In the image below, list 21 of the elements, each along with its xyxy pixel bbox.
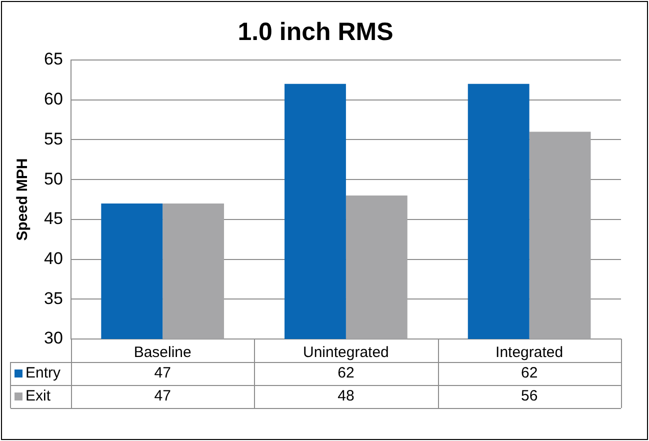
legend-label: Exit bbox=[26, 388, 52, 405]
data-label: 47 bbox=[154, 388, 171, 405]
y-tick-label: 40 bbox=[44, 248, 63, 268]
x-tick-label: Unintegrated bbox=[303, 344, 389, 362]
y-tick-label: 55 bbox=[44, 129, 63, 148]
data-label: 47 bbox=[154, 364, 171, 382]
y-tick-label: 65 bbox=[44, 50, 63, 69]
data-label: 62 bbox=[520, 364, 538, 382]
data-label: 56 bbox=[520, 388, 538, 405]
data-label: 48 bbox=[338, 388, 354, 405]
y-tick-label: 30 bbox=[44, 328, 63, 348]
y-tick-label: 45 bbox=[44, 209, 63, 228]
y-axis-title: Speed MPH bbox=[14, 158, 32, 241]
data-label: 62 bbox=[338, 364, 354, 382]
y-tick-label: 60 bbox=[44, 90, 63, 109]
y-tick-label: 35 bbox=[44, 288, 63, 308]
chart-title: 1.0 inch RMS bbox=[238, 18, 394, 46]
x-tick-label: Integrated bbox=[496, 344, 564, 362]
y-tick-label: 50 bbox=[44, 169, 63, 188]
x-tick-label: Baseline bbox=[134, 344, 192, 362]
legend-label: Entry bbox=[26, 364, 62, 382]
